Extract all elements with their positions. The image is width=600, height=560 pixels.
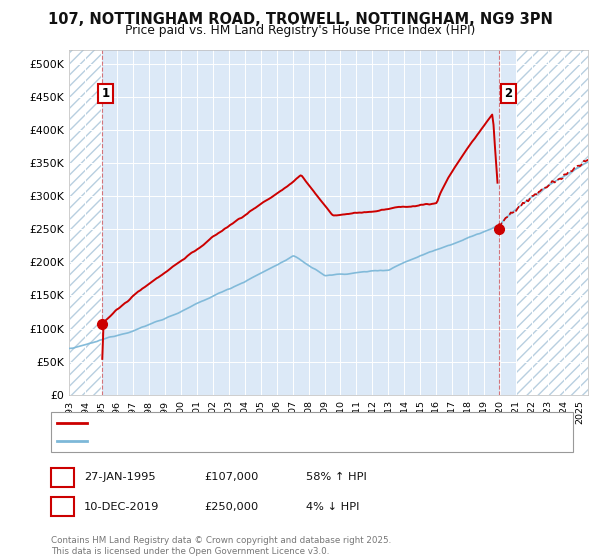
Text: £107,000: £107,000 [204, 472, 259, 482]
Text: 10-DEC-2019: 10-DEC-2019 [84, 502, 160, 512]
Text: 58% ↑ HPI: 58% ↑ HPI [306, 472, 367, 482]
Bar [69, 50, 101, 395]
Bar [516, 50, 588, 395]
Text: 2: 2 [58, 500, 67, 514]
Text: 1: 1 [101, 87, 110, 100]
Text: Contains HM Land Registry data © Crown copyright and database right 2025.
This d: Contains HM Land Registry data © Crown c… [51, 536, 391, 556]
Text: 107, NOTTINGHAM ROAD, TROWELL, NOTTINGHAM, NG9 3PN (detached house): 107, NOTTINGHAM ROAD, TROWELL, NOTTINGHA… [91, 418, 487, 428]
Text: £250,000: £250,000 [204, 502, 258, 512]
Text: HPI: Average price, detached house, Broxtowe: HPI: Average price, detached house, Brox… [91, 436, 322, 446]
Text: Price paid vs. HM Land Registry's House Price Index (HPI): Price paid vs. HM Land Registry's House … [125, 24, 475, 37]
Text: 2: 2 [504, 87, 512, 100]
Text: 107, NOTTINGHAM ROAD, TROWELL, NOTTINGHAM, NG9 3PN: 107, NOTTINGHAM ROAD, TROWELL, NOTTINGHA… [47, 12, 553, 27]
Text: 1: 1 [58, 470, 67, 484]
Text: 27-JAN-1995: 27-JAN-1995 [84, 472, 155, 482]
Text: 4% ↓ HPI: 4% ↓ HPI [306, 502, 359, 512]
